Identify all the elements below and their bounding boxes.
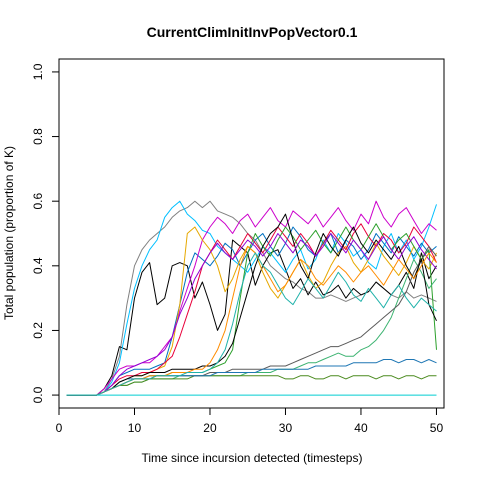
x-tick-label: 30 <box>279 421 293 435</box>
series-line-4 <box>66 226 437 396</box>
y-axis-label: Total population (proportion of K) <box>2 146 16 320</box>
plot-area <box>66 200 437 396</box>
series-line-3 <box>66 200 437 396</box>
series-line-14 <box>66 233 437 396</box>
x-axis-label: Time since incursion detected (timesteps… <box>142 451 363 465</box>
series-line-5 <box>66 200 437 396</box>
y-tick-label: 0.0 <box>31 386 45 403</box>
x-tick-label: 50 <box>430 421 444 435</box>
x-tick-label: 20 <box>203 421 217 435</box>
series-line-17 <box>66 252 437 396</box>
x-tick-label: 10 <box>128 421 142 435</box>
y-tick-label: 0.4 <box>31 257 45 274</box>
y-tick-label: 0.6 <box>31 193 45 210</box>
y-axis: 0.0 0.2 0.4 0.6 0.8 1.0 <box>31 63 60 403</box>
y-tick-label: 0.8 <box>31 128 45 145</box>
x-axis: 0 10 20 30 40 50 <box>56 407 444 435</box>
y-tick-label: 0.2 <box>31 322 45 339</box>
x-tick-label: 40 <box>354 421 368 435</box>
series-line-7 <box>66 223 437 396</box>
y-tick-label: 1.0 <box>31 63 45 80</box>
series-line-2 <box>66 239 437 396</box>
series-line-13 <box>66 213 437 396</box>
chart-title: CurrentClimInitInvPopVector0.1 <box>147 24 358 40</box>
series-line-10 <box>66 375 437 396</box>
x-tick-label: 0 <box>56 421 63 435</box>
